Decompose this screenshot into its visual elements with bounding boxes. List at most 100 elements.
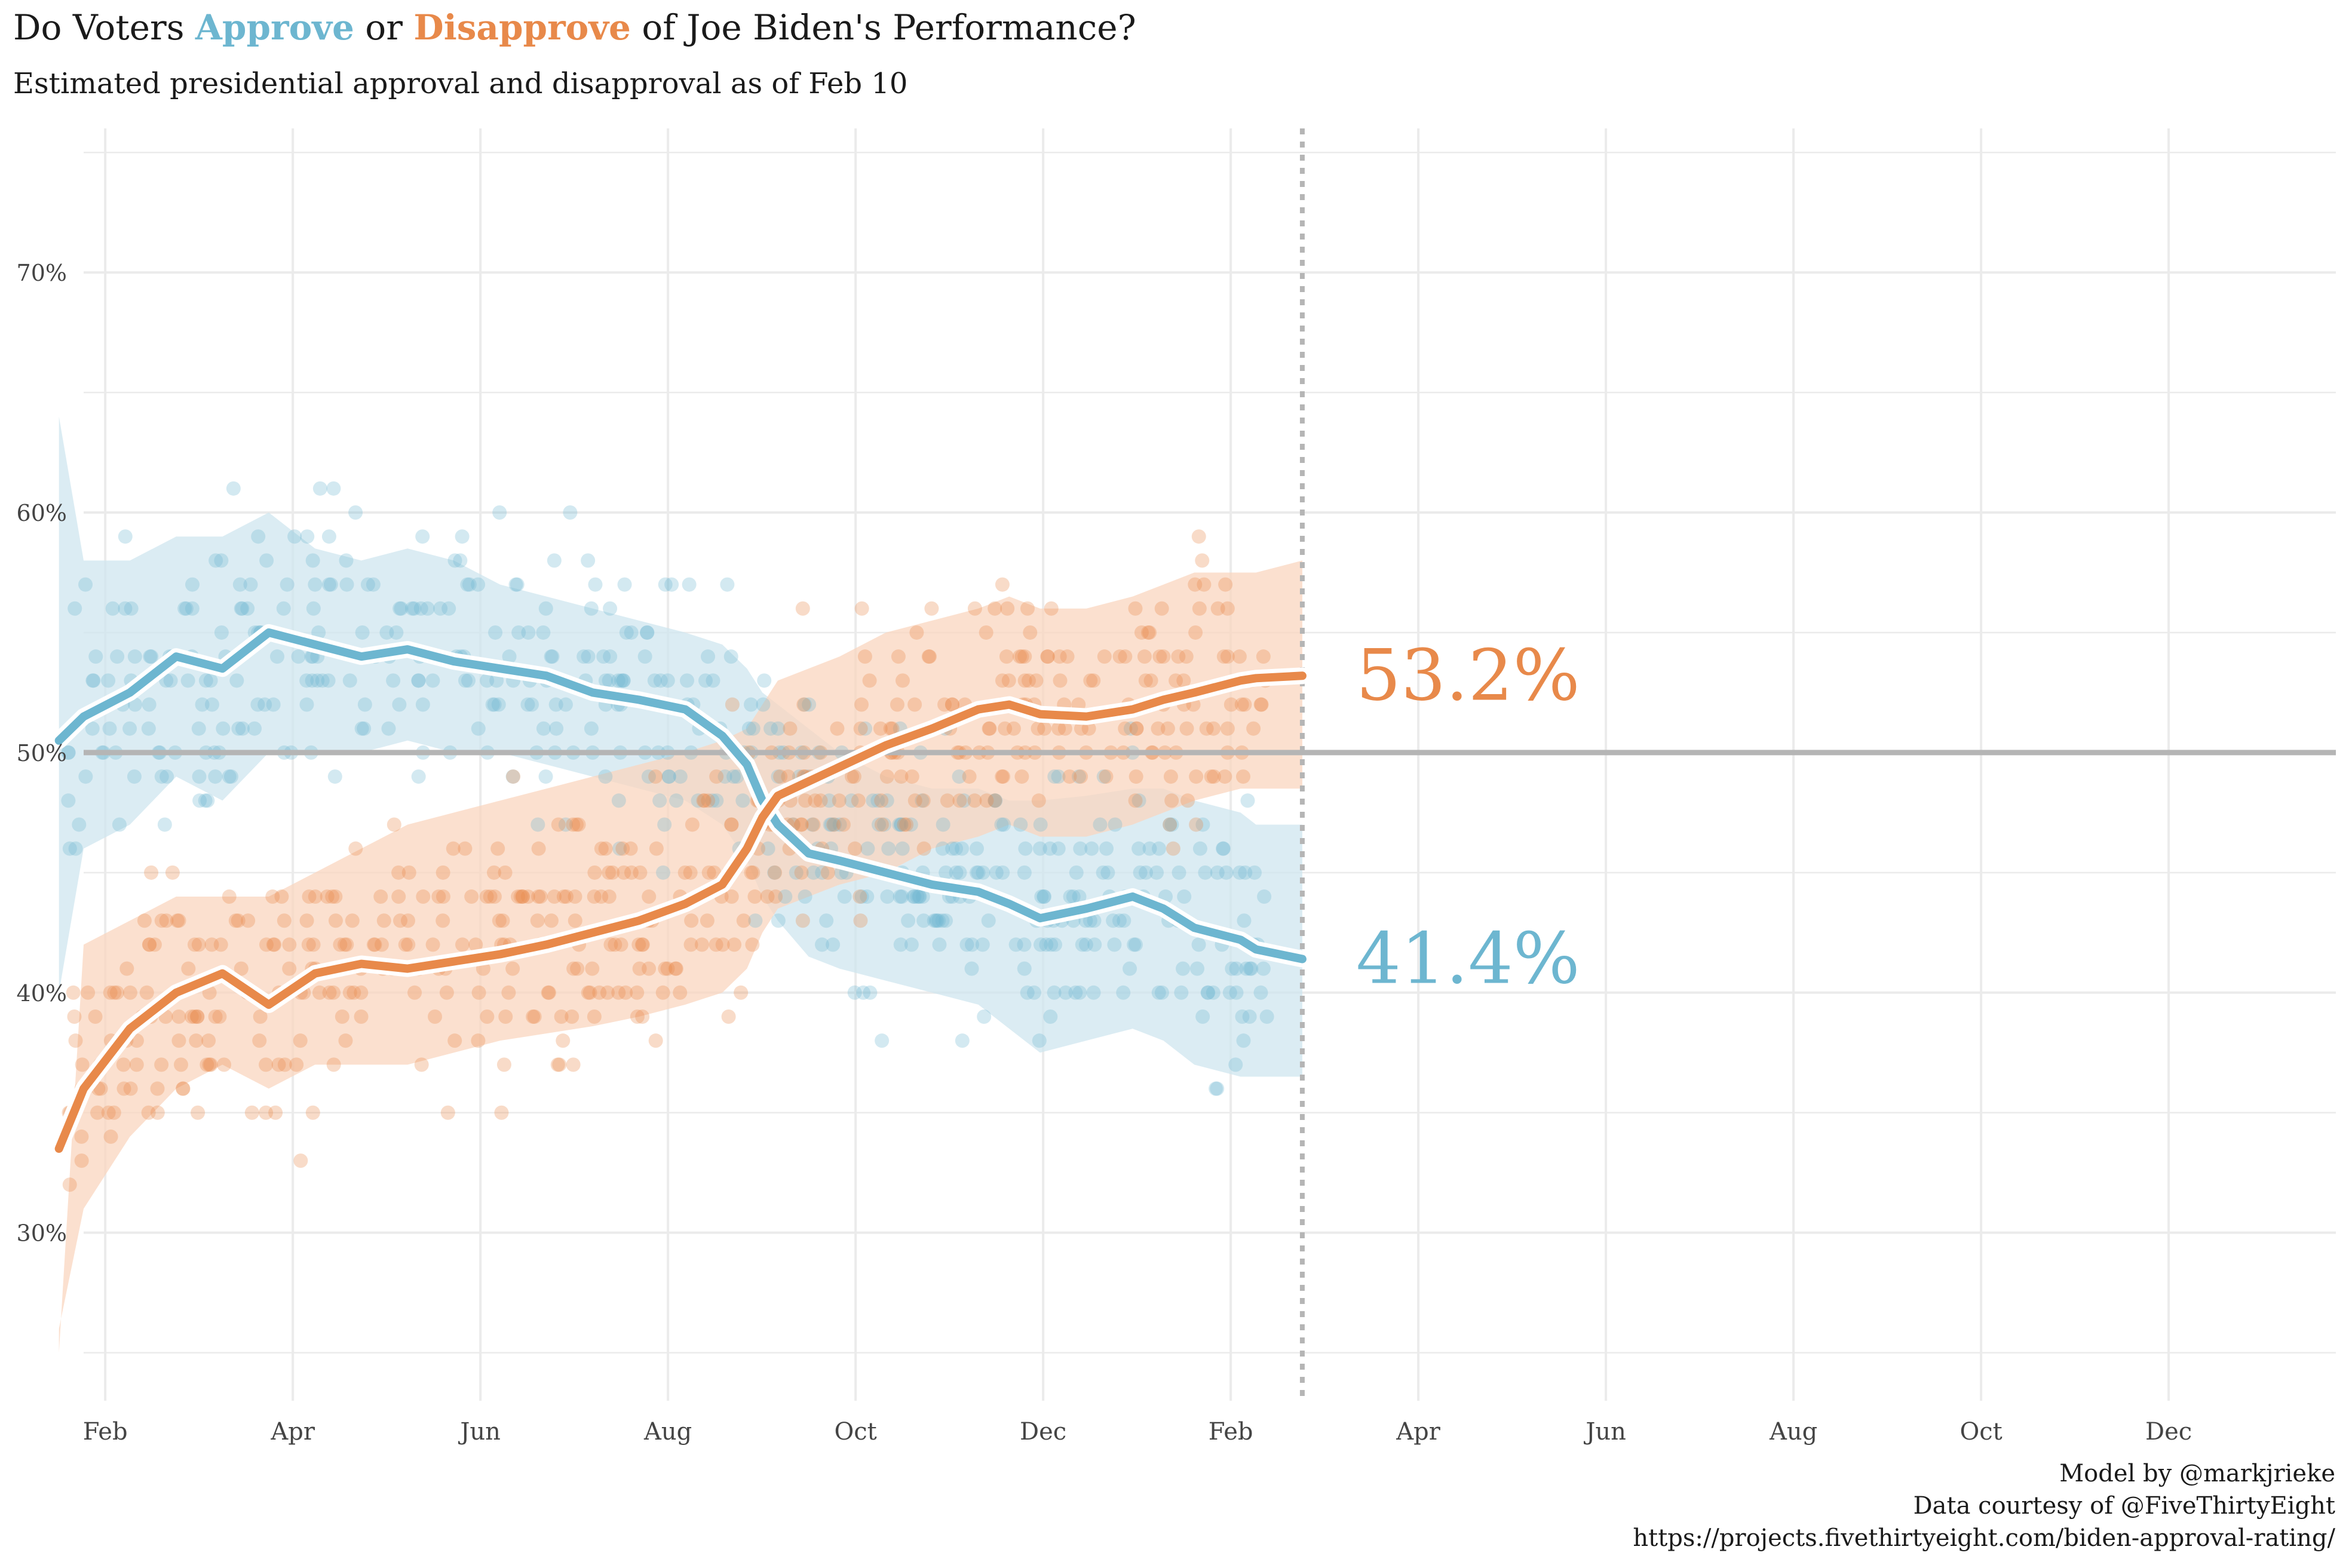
approve-poll-point bbox=[1127, 937, 1142, 952]
approve-poll-point bbox=[1206, 985, 1221, 1000]
approve-poll-point bbox=[411, 673, 426, 688]
disapprove-poll-point bbox=[1023, 625, 1038, 640]
approve-poll-point bbox=[656, 865, 671, 880]
disapprove-poll-point bbox=[582, 985, 597, 1000]
disapprove-poll-point bbox=[187, 1009, 202, 1024]
approve-poll-point bbox=[901, 913, 916, 928]
disapprove-poll-point bbox=[1152, 649, 1167, 664]
disapprove-poll-point bbox=[1234, 697, 1249, 712]
disapprove-poll-point bbox=[170, 913, 185, 928]
disapprove-poll-point bbox=[794, 865, 809, 880]
disapprove-poll-point bbox=[1195, 553, 1210, 568]
approve-poll-point bbox=[949, 841, 964, 856]
disapprove-poll-point bbox=[322, 985, 337, 1000]
disapprove-poll-point bbox=[1014, 769, 1029, 784]
disapprove-poll-point bbox=[306, 937, 321, 952]
disapprove-poll-point bbox=[103, 985, 118, 1000]
disapprove-poll-point bbox=[1118, 649, 1133, 664]
approve-poll-point bbox=[480, 673, 495, 688]
approve-poll-point bbox=[229, 673, 244, 688]
disapprove-poll-point bbox=[109, 985, 124, 1000]
disapprove-poll-point bbox=[658, 961, 673, 976]
approve-poll-point bbox=[447, 553, 462, 568]
disapprove-poll-point bbox=[836, 817, 851, 832]
approve-poll-point bbox=[510, 577, 525, 592]
approve-poll-point bbox=[177, 601, 192, 616]
approve-poll-point bbox=[1257, 889, 1272, 904]
disapprove-poll-point bbox=[570, 961, 585, 976]
confidence-bands bbox=[59, 416, 1302, 1353]
disapprove-poll-point bbox=[241, 913, 256, 928]
approve-poll-point bbox=[771, 769, 786, 784]
disapprove-poll-point bbox=[1216, 649, 1231, 664]
disapprove-poll-point bbox=[490, 841, 505, 856]
disapprove-poll-point bbox=[1188, 625, 1203, 640]
approve-poll-point bbox=[235, 601, 250, 616]
approve-poll-point bbox=[1084, 841, 1099, 856]
disapprove-poll-point bbox=[176, 1081, 191, 1096]
approve-poll-point bbox=[185, 577, 200, 592]
disapprove-poll-point bbox=[783, 721, 798, 736]
approve-poll-point bbox=[198, 673, 213, 688]
approve-poll-point bbox=[61, 793, 76, 808]
approve-poll-point bbox=[617, 577, 632, 592]
disapprove-poll-point bbox=[326, 985, 341, 1000]
disapprove-poll-point bbox=[515, 889, 530, 904]
approve-poll-point bbox=[226, 481, 241, 496]
disapprove-poll-point bbox=[328, 889, 343, 904]
disapprove-poll-point bbox=[337, 937, 352, 952]
approve-poll-point bbox=[538, 769, 553, 784]
approve-poll-point bbox=[698, 673, 713, 688]
disapprove-poll-point bbox=[282, 937, 297, 952]
approve-poll-point bbox=[105, 601, 120, 616]
approve-poll-point bbox=[614, 673, 629, 688]
disapprove-poll-point bbox=[904, 769, 919, 784]
approve-poll-point bbox=[1043, 1009, 1058, 1024]
x-tick-label: Dec bbox=[2145, 1418, 2192, 1446]
approve-poll-point bbox=[1210, 1081, 1225, 1096]
approve-poll-point bbox=[771, 913, 786, 928]
disapprove-poll-point bbox=[191, 1105, 206, 1120]
disapprove-poll-point bbox=[259, 1057, 274, 1072]
approve-poll-point bbox=[1008, 937, 1023, 952]
approve-poll-point bbox=[487, 697, 502, 712]
approve-poll-point bbox=[653, 673, 668, 688]
caption-model-credit: Model by @markjrieke bbox=[2059, 1460, 2335, 1487]
approve-poll-point bbox=[68, 601, 82, 616]
approve-poll-point bbox=[744, 697, 759, 712]
approve-poll-point bbox=[1032, 1033, 1047, 1048]
disapprove-poll-point bbox=[1000, 601, 1015, 616]
approve-poll-point bbox=[394, 601, 409, 616]
approve-poll-point bbox=[536, 625, 551, 640]
disapprove-poll-point bbox=[123, 1081, 138, 1096]
approve-poll-point bbox=[588, 577, 603, 592]
disapprove-poll-point bbox=[724, 889, 739, 904]
approve-poll-point bbox=[1017, 937, 1032, 952]
approve-poll-point bbox=[327, 769, 342, 784]
approve-poll-point bbox=[827, 817, 842, 832]
approve-poll-point bbox=[748, 913, 763, 928]
approve-poll-point bbox=[915, 793, 930, 808]
disapprove-poll-point bbox=[707, 865, 722, 880]
disapprove-poll-point bbox=[204, 937, 219, 952]
disapprove-poll-point bbox=[660, 961, 675, 976]
disapprove-poll-point bbox=[988, 793, 1002, 808]
disapprove-poll-point bbox=[142, 937, 157, 952]
approve-poll-point bbox=[658, 577, 673, 592]
approve-poll-point bbox=[971, 865, 986, 880]
approve-poll-point bbox=[321, 577, 336, 592]
disapprove-poll-point bbox=[701, 865, 716, 880]
approve-poll-point bbox=[847, 985, 862, 1000]
y-tick-label: 60% bbox=[17, 500, 67, 526]
approve-poll-point bbox=[232, 577, 247, 592]
approve-poll-point bbox=[299, 697, 314, 712]
approve-poll-point bbox=[576, 649, 591, 664]
disapprove-poll-point bbox=[150, 1105, 165, 1120]
disapprove-poll-point bbox=[213, 937, 228, 952]
disapprove-poll-point bbox=[259, 1105, 274, 1120]
approve-poll-point bbox=[802, 697, 817, 712]
disapprove-poll-point bbox=[90, 1105, 105, 1120]
disapprove-poll-point bbox=[630, 985, 645, 1000]
approve-poll-point bbox=[1195, 1009, 1210, 1024]
approve-poll-point bbox=[945, 841, 960, 856]
